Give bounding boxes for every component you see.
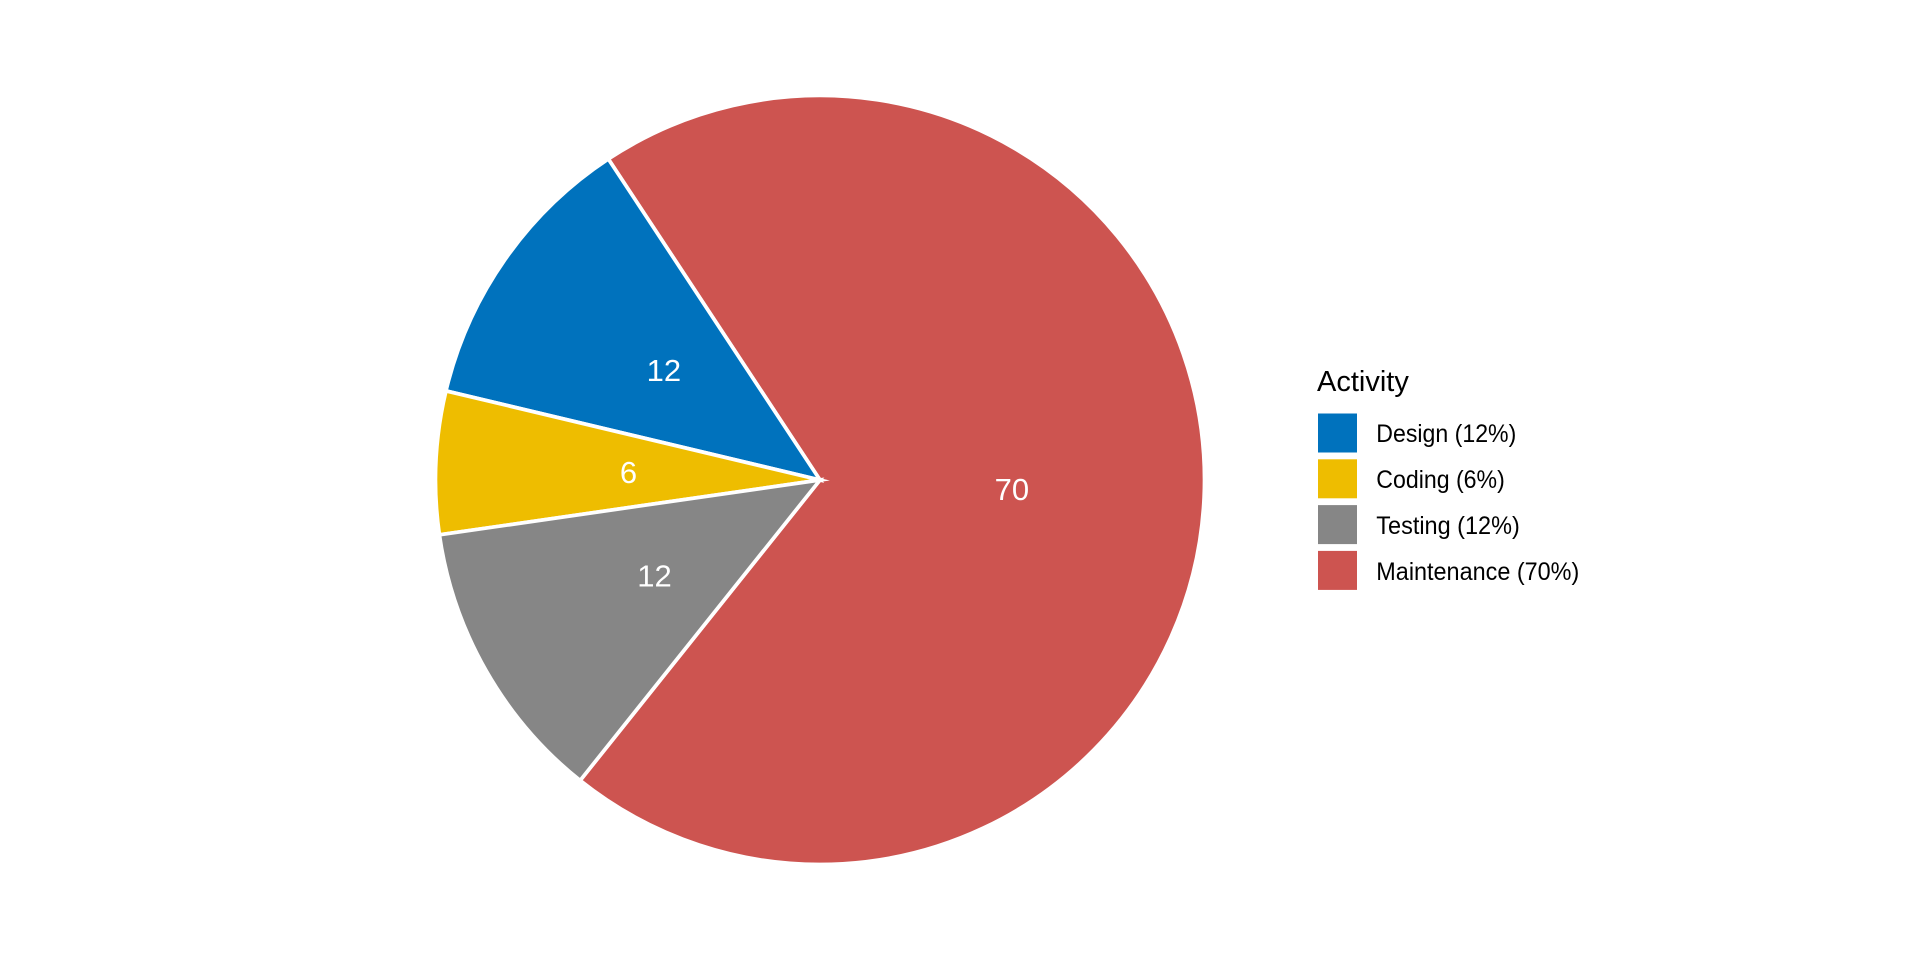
svg-text:12: 12 <box>637 559 671 594</box>
svg-text:Design (12%): Design (12%) <box>1376 420 1516 448</box>
svg-text:12: 12 <box>647 353 681 388</box>
svg-text:70: 70 <box>995 472 1029 507</box>
svg-text:Coding (6%): Coding (6%) <box>1376 466 1505 494</box>
svg-text:6: 6 <box>620 455 637 490</box>
svg-text:Activity: Activity <box>1317 366 1409 398</box>
svg-text:Maintenance (70%): Maintenance (70%) <box>1376 558 1579 586</box>
svg-text:Testing (12%): Testing (12%) <box>1376 512 1520 540</box>
